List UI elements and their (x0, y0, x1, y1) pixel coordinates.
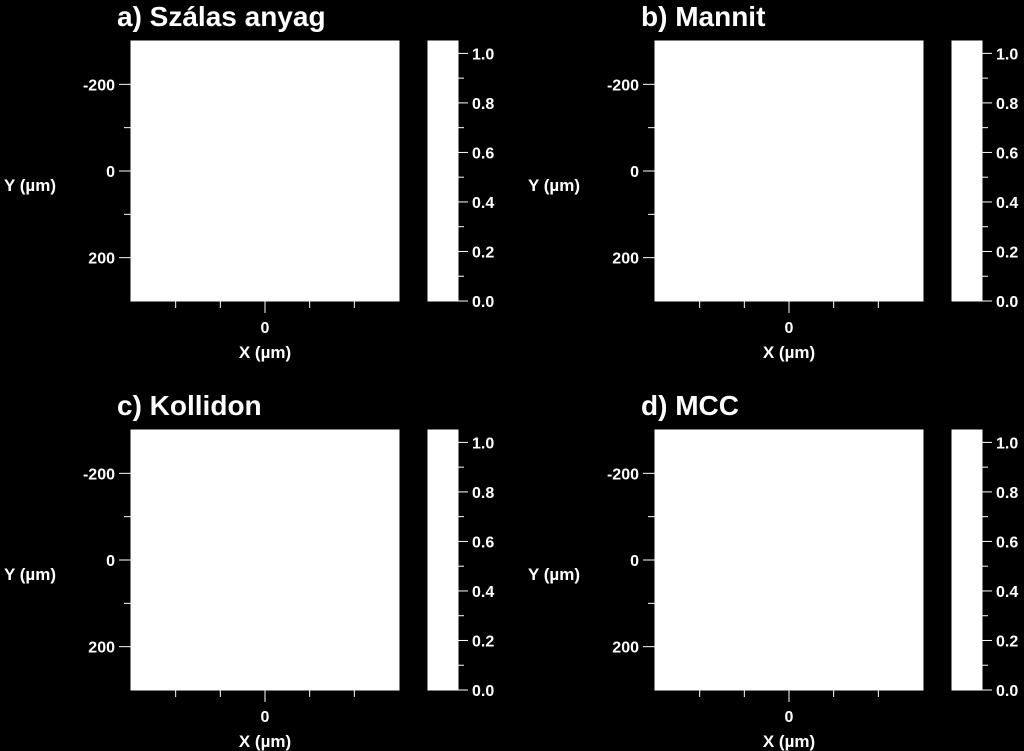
colorbar (427, 429, 459, 691)
colorbar-tick-label: 0.4 (996, 584, 1018, 601)
y-tick-label: 0 (106, 164, 115, 181)
colorbar-tick-label: 0.0 (472, 294, 494, 311)
y-tick-label: 0 (630, 164, 639, 181)
heatmap-area (654, 429, 924, 691)
panel-4: d) MCC -200 0 200 0 X (µm) Y (µm) 0.0 0.2 0.4 0.6 0… (528, 390, 1018, 751)
colorbar-tick-label: 0.6 (472, 534, 494, 551)
y-tick-label: -200 (83, 77, 115, 94)
heatmap-area (654, 40, 924, 302)
y-axis-label: Y (µm) (528, 176, 580, 195)
x-axis-label: X (µm) (239, 732, 291, 751)
y-tick-label: -200 (607, 77, 639, 94)
panel-2: b) Mannit -200 0 200 0 X (µm) Y (µm) 0.0 0.2 0.4 0… (528, 1, 1018, 362)
y-tick-label: 200 (88, 251, 115, 268)
y-tick-label: -200 (607, 466, 639, 483)
x-tick-label: 0 (261, 709, 270, 726)
panel-1: a) Szálas anyag -200 0 200 0 X (µm) Y (µm) 0.0 0… (4, 1, 494, 362)
y-axis-label: Y (µm) (4, 565, 56, 584)
colorbar-tick-label: 1.0 (996, 435, 1018, 452)
y-tick-label: 0 (630, 553, 639, 570)
y-tick-label: 200 (612, 251, 639, 268)
colorbar-tick-label: 0.8 (472, 96, 494, 113)
colorbar-tick-label: 1.0 (472, 46, 494, 63)
colorbar-tick-label: 0.0 (996, 683, 1018, 700)
y-tick-label: 0 (106, 553, 115, 570)
y-tick-label: 200 (88, 640, 115, 657)
colorbar-tick-label: 0.4 (472, 195, 494, 212)
x-axis-label: X (µm) (239, 343, 291, 362)
x-axis-label: X (µm) (763, 732, 815, 751)
colorbar-tick-label: 0.2 (472, 633, 494, 650)
x-axis-label: X (µm) (763, 343, 815, 362)
colorbar-tick-label: 0.2 (996, 244, 1018, 261)
colorbar (951, 40, 983, 302)
colorbar-tick-label: 0.2 (996, 633, 1018, 650)
colorbar-tick-label: 0.8 (996, 96, 1018, 113)
y-tick-label: 200 (612, 640, 639, 657)
colorbar (951, 429, 983, 691)
colorbar-tick-label: 0.6 (996, 534, 1018, 551)
colorbar (427, 40, 459, 302)
panel-3: c) Kollidon -200 0 200 0 X (µm) Y (µm) 0.0 0.2 0.… (4, 390, 494, 751)
colorbar-tick-label: 0.6 (996, 145, 1018, 162)
colorbar-tick-label: 1.0 (472, 435, 494, 452)
colorbar-tick-label: 0.8 (996, 485, 1018, 502)
panel-title: c) Kollidon (117, 390, 262, 421)
panel-title: b) Mannit (641, 1, 765, 32)
y-axis-label: Y (µm) (528, 565, 580, 584)
colorbar-tick-label: 0.0 (996, 294, 1018, 311)
colorbar-tick-label: 0.4 (472, 584, 494, 601)
heatmap-area (130, 429, 400, 691)
panel-title: a) Szálas anyag (117, 1, 326, 32)
y-axis-label: Y (µm) (4, 176, 56, 195)
x-tick-label: 0 (785, 320, 794, 337)
colorbar-tick-label: 0.4 (996, 195, 1018, 212)
heatmap-area (130, 40, 400, 302)
colorbar-tick-label: 0.6 (472, 145, 494, 162)
colorbar-tick-label: 1.0 (996, 46, 1018, 63)
colorbar-tick-label: 0.8 (472, 485, 494, 502)
colorbar-tick-label: 0.0 (472, 683, 494, 700)
panel-title: d) MCC (641, 390, 739, 421)
x-tick-label: 0 (261, 320, 270, 337)
y-tick-label: -200 (83, 466, 115, 483)
colorbar-tick-label: 0.2 (472, 244, 494, 261)
x-tick-label: 0 (785, 709, 794, 726)
